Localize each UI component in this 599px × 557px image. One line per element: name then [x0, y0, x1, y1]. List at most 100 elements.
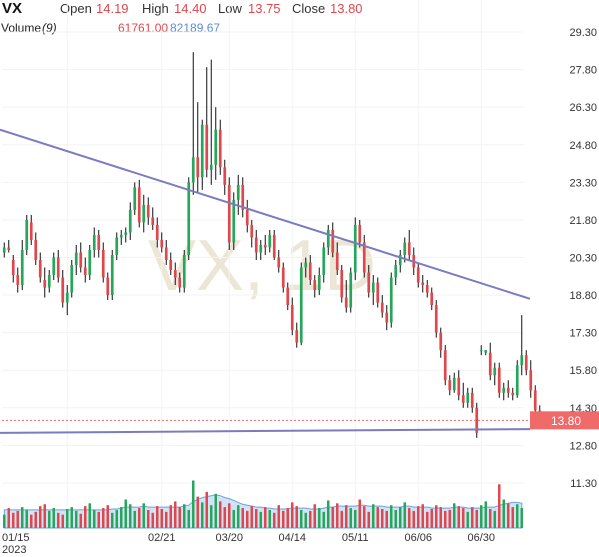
- candle: [394, 259, 398, 286]
- volume-bar: [156, 506, 159, 528]
- candle: [254, 229, 258, 260]
- candle: [97, 229, 101, 258]
- x-tick-label: 06/06: [404, 532, 432, 544]
- volume-bar: [48, 510, 51, 528]
- volume-bar: [358, 499, 361, 528]
- volume-bar: [70, 507, 73, 528]
- volume-bar: [21, 507, 24, 528]
- volume-bar: [408, 508, 411, 528]
- volume-bar: [214, 493, 217, 528]
- trendline[interactable]: [0, 128, 531, 300]
- candle: [83, 257, 87, 283]
- candle: [119, 229, 123, 245]
- volume-bar: [61, 514, 64, 528]
- x-tick-label: 06/30: [467, 532, 495, 544]
- candle: [43, 267, 47, 298]
- candle: [484, 350, 488, 356]
- candle: [304, 257, 308, 278]
- volume-bar: [439, 507, 442, 528]
- candle: [497, 362, 501, 398]
- volume-value-a: 61761.00: [118, 21, 169, 35]
- candle: [380, 295, 384, 318]
- volume-bar: [241, 508, 244, 528]
- trendline[interactable]: [0, 428, 531, 434]
- candle: [502, 382, 506, 401]
- candle: [164, 239, 168, 266]
- candle: [268, 229, 272, 253]
- volume-bar: [205, 491, 208, 528]
- volume-bar: [282, 510, 285, 528]
- candle: [475, 402, 479, 438]
- volume-bar: [507, 503, 510, 528]
- low-label: Low: [218, 1, 242, 16]
- volume-bar: [421, 504, 424, 528]
- volume-bar: [291, 502, 294, 528]
- volume-bar: [79, 513, 82, 528]
- candle: [245, 199, 249, 233]
- volume-bar: [165, 511, 168, 528]
- candle: [65, 285, 69, 316]
- candle: [277, 249, 281, 273]
- candle: [133, 182, 137, 215]
- candle: [416, 262, 420, 288]
- candle: [200, 119, 204, 190]
- low-value: 13.75: [248, 1, 281, 16]
- volume-bar: [129, 504, 132, 528]
- volume-bar: [12, 512, 15, 528]
- volume-bar: [268, 509, 271, 528]
- volume-bar: [246, 510, 249, 528]
- candle: [263, 234, 267, 255]
- x-year-label: 2023: [2, 544, 26, 556]
- x-tick-label: 02/21: [148, 532, 176, 544]
- candle: [272, 229, 276, 260]
- volume-bar: [34, 511, 37, 528]
- volume-bar: [97, 511, 100, 528]
- candle: [137, 179, 141, 228]
- volume-period: (9): [42, 21, 57, 35]
- candle: [286, 282, 290, 311]
- candle: [151, 207, 155, 230]
- candle: [7, 239, 11, 253]
- y-tick-label: 29.30: [569, 27, 597, 39]
- candle: [146, 197, 150, 225]
- volume-bar: [453, 503, 456, 528]
- candle: [16, 267, 20, 293]
- candle: [56, 249, 60, 283]
- candle: [209, 59, 213, 185]
- volume-bar: [313, 504, 316, 528]
- candle: [313, 275, 317, 298]
- candle: [434, 300, 438, 338]
- volume-bar: [345, 505, 348, 528]
- candle: [421, 275, 425, 293]
- volume-bar: [178, 507, 181, 528]
- y-tick-label: 21.80: [569, 215, 597, 227]
- last-price-tag: [530, 411, 599, 430]
- candle: [88, 244, 92, 281]
- volume-bar: [300, 509, 303, 528]
- candle: [295, 322, 299, 348]
- candle: [425, 280, 429, 298]
- volume-bar: [381, 509, 384, 528]
- y-tick-label: 11.30: [570, 478, 597, 490]
- volume-label: Volume: [1, 21, 42, 35]
- y-tick-label: 23.30: [569, 177, 597, 189]
- volume-bar: [354, 509, 357, 528]
- volume-bar: [138, 508, 141, 528]
- candle: [52, 252, 56, 281]
- volume-bar: [304, 512, 307, 528]
- candle: [448, 375, 452, 396]
- candle: [326, 224, 330, 255]
- volume-bar: [259, 511, 262, 528]
- y-tick-label: 20.30: [569, 252, 597, 264]
- candle: [340, 265, 344, 303]
- candle: [511, 387, 515, 401]
- candle: [358, 219, 362, 248]
- volume-bar: [295, 506, 298, 528]
- y-tick-label: 18.80: [569, 290, 597, 302]
- volume-bar: [57, 512, 60, 528]
- volume-bar: [367, 511, 370, 528]
- volume-bar: [147, 509, 150, 528]
- candle: [506, 380, 510, 398]
- volume-bar: [223, 507, 226, 528]
